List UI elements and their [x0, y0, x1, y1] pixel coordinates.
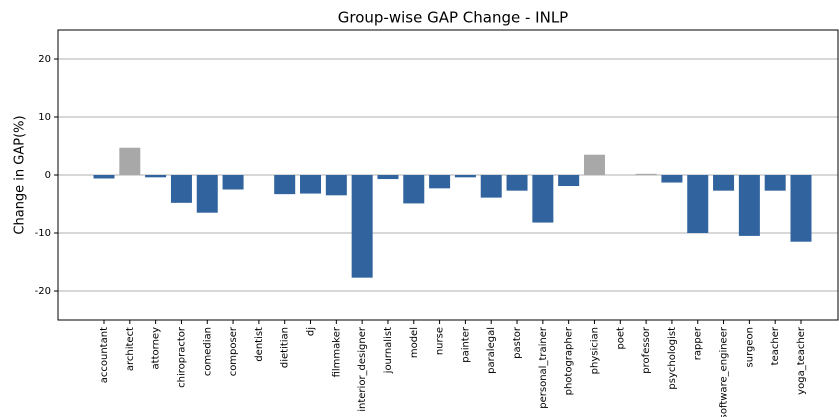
- y-tick-label: -20: [35, 286, 51, 297]
- bar: [351, 175, 373, 278]
- bar: [583, 154, 605, 175]
- chart-title: Group-wise GAP Change - INLP: [338, 9, 568, 27]
- y-axis-label: Change in GAP(%): [13, 115, 28, 234]
- y-tick-label: -10: [35, 228, 51, 239]
- bar: [429, 175, 451, 189]
- bar: [274, 175, 296, 195]
- x-tick-label: poet: [615, 327, 626, 350]
- bar: [558, 175, 580, 187]
- bar: [145, 175, 167, 178]
- x-tick-label: physician: [589, 327, 600, 374]
- bar: [454, 175, 476, 178]
- x-tick-label: interior_designer: [357, 326, 368, 412]
- x-tick-label: chiropractor: [176, 326, 187, 388]
- x-tick-label: painter: [460, 326, 471, 363]
- bar: [506, 175, 528, 191]
- bar: [300, 175, 322, 194]
- bar: [222, 175, 244, 190]
- bar: [532, 175, 554, 223]
- bar: [635, 173, 657, 175]
- x-tick-label: rapper: [693, 326, 704, 360]
- bar: [325, 175, 347, 196]
- x-tick-label: teacher: [770, 326, 781, 365]
- bar: [93, 175, 115, 179]
- x-tick-label: architect: [125, 327, 136, 371]
- x-tick-label: professor: [641, 326, 652, 374]
- x-tick-label: dentist: [254, 327, 265, 362]
- x-tick-label: composer: [228, 326, 239, 376]
- bar: [377, 175, 399, 180]
- x-tick-label: dj: [306, 327, 317, 336]
- x-tick-label: model: [409, 327, 420, 358]
- x-tick-label: surgeon: [744, 327, 755, 367]
- bar: [403, 175, 425, 204]
- plot-frame: [57, 29, 839, 321]
- bar: [196, 175, 218, 213]
- x-tick-label: paralegal: [486, 327, 497, 374]
- x-tick-label: yoga_teacher: [796, 326, 807, 395]
- x-tick-label: dietitian: [280, 327, 291, 368]
- bar: [764, 175, 786, 191]
- bar: [687, 175, 709, 233]
- x-tick-label: nurse: [435, 327, 446, 355]
- bar: [480, 175, 502, 198]
- x-tick-label: comedian: [202, 327, 213, 376]
- x-tick-label: journalist: [383, 327, 394, 374]
- bar: [661, 175, 683, 183]
- x-tick-label: psychologist: [667, 327, 678, 390]
- bar: [790, 175, 812, 242]
- x-tick-label: software_engineer: [719, 326, 730, 417]
- bar: [738, 175, 760, 236]
- bar: [119, 147, 141, 175]
- x-tick-label: pastor: [512, 326, 523, 359]
- y-tick-label: 0: [45, 170, 51, 181]
- x-tick-label: accountant: [99, 327, 110, 383]
- x-tick-label: attorney: [151, 327, 162, 370]
- bar: [170, 175, 192, 203]
- y-tick-label: 20: [38, 54, 51, 65]
- x-tick-label: filmmaker: [331, 326, 342, 377]
- x-tick-label: personal_trainer: [538, 326, 549, 409]
- x-tick-label: photographer: [564, 326, 575, 395]
- y-tick-label: 10: [38, 112, 51, 123]
- bar: [713, 175, 735, 191]
